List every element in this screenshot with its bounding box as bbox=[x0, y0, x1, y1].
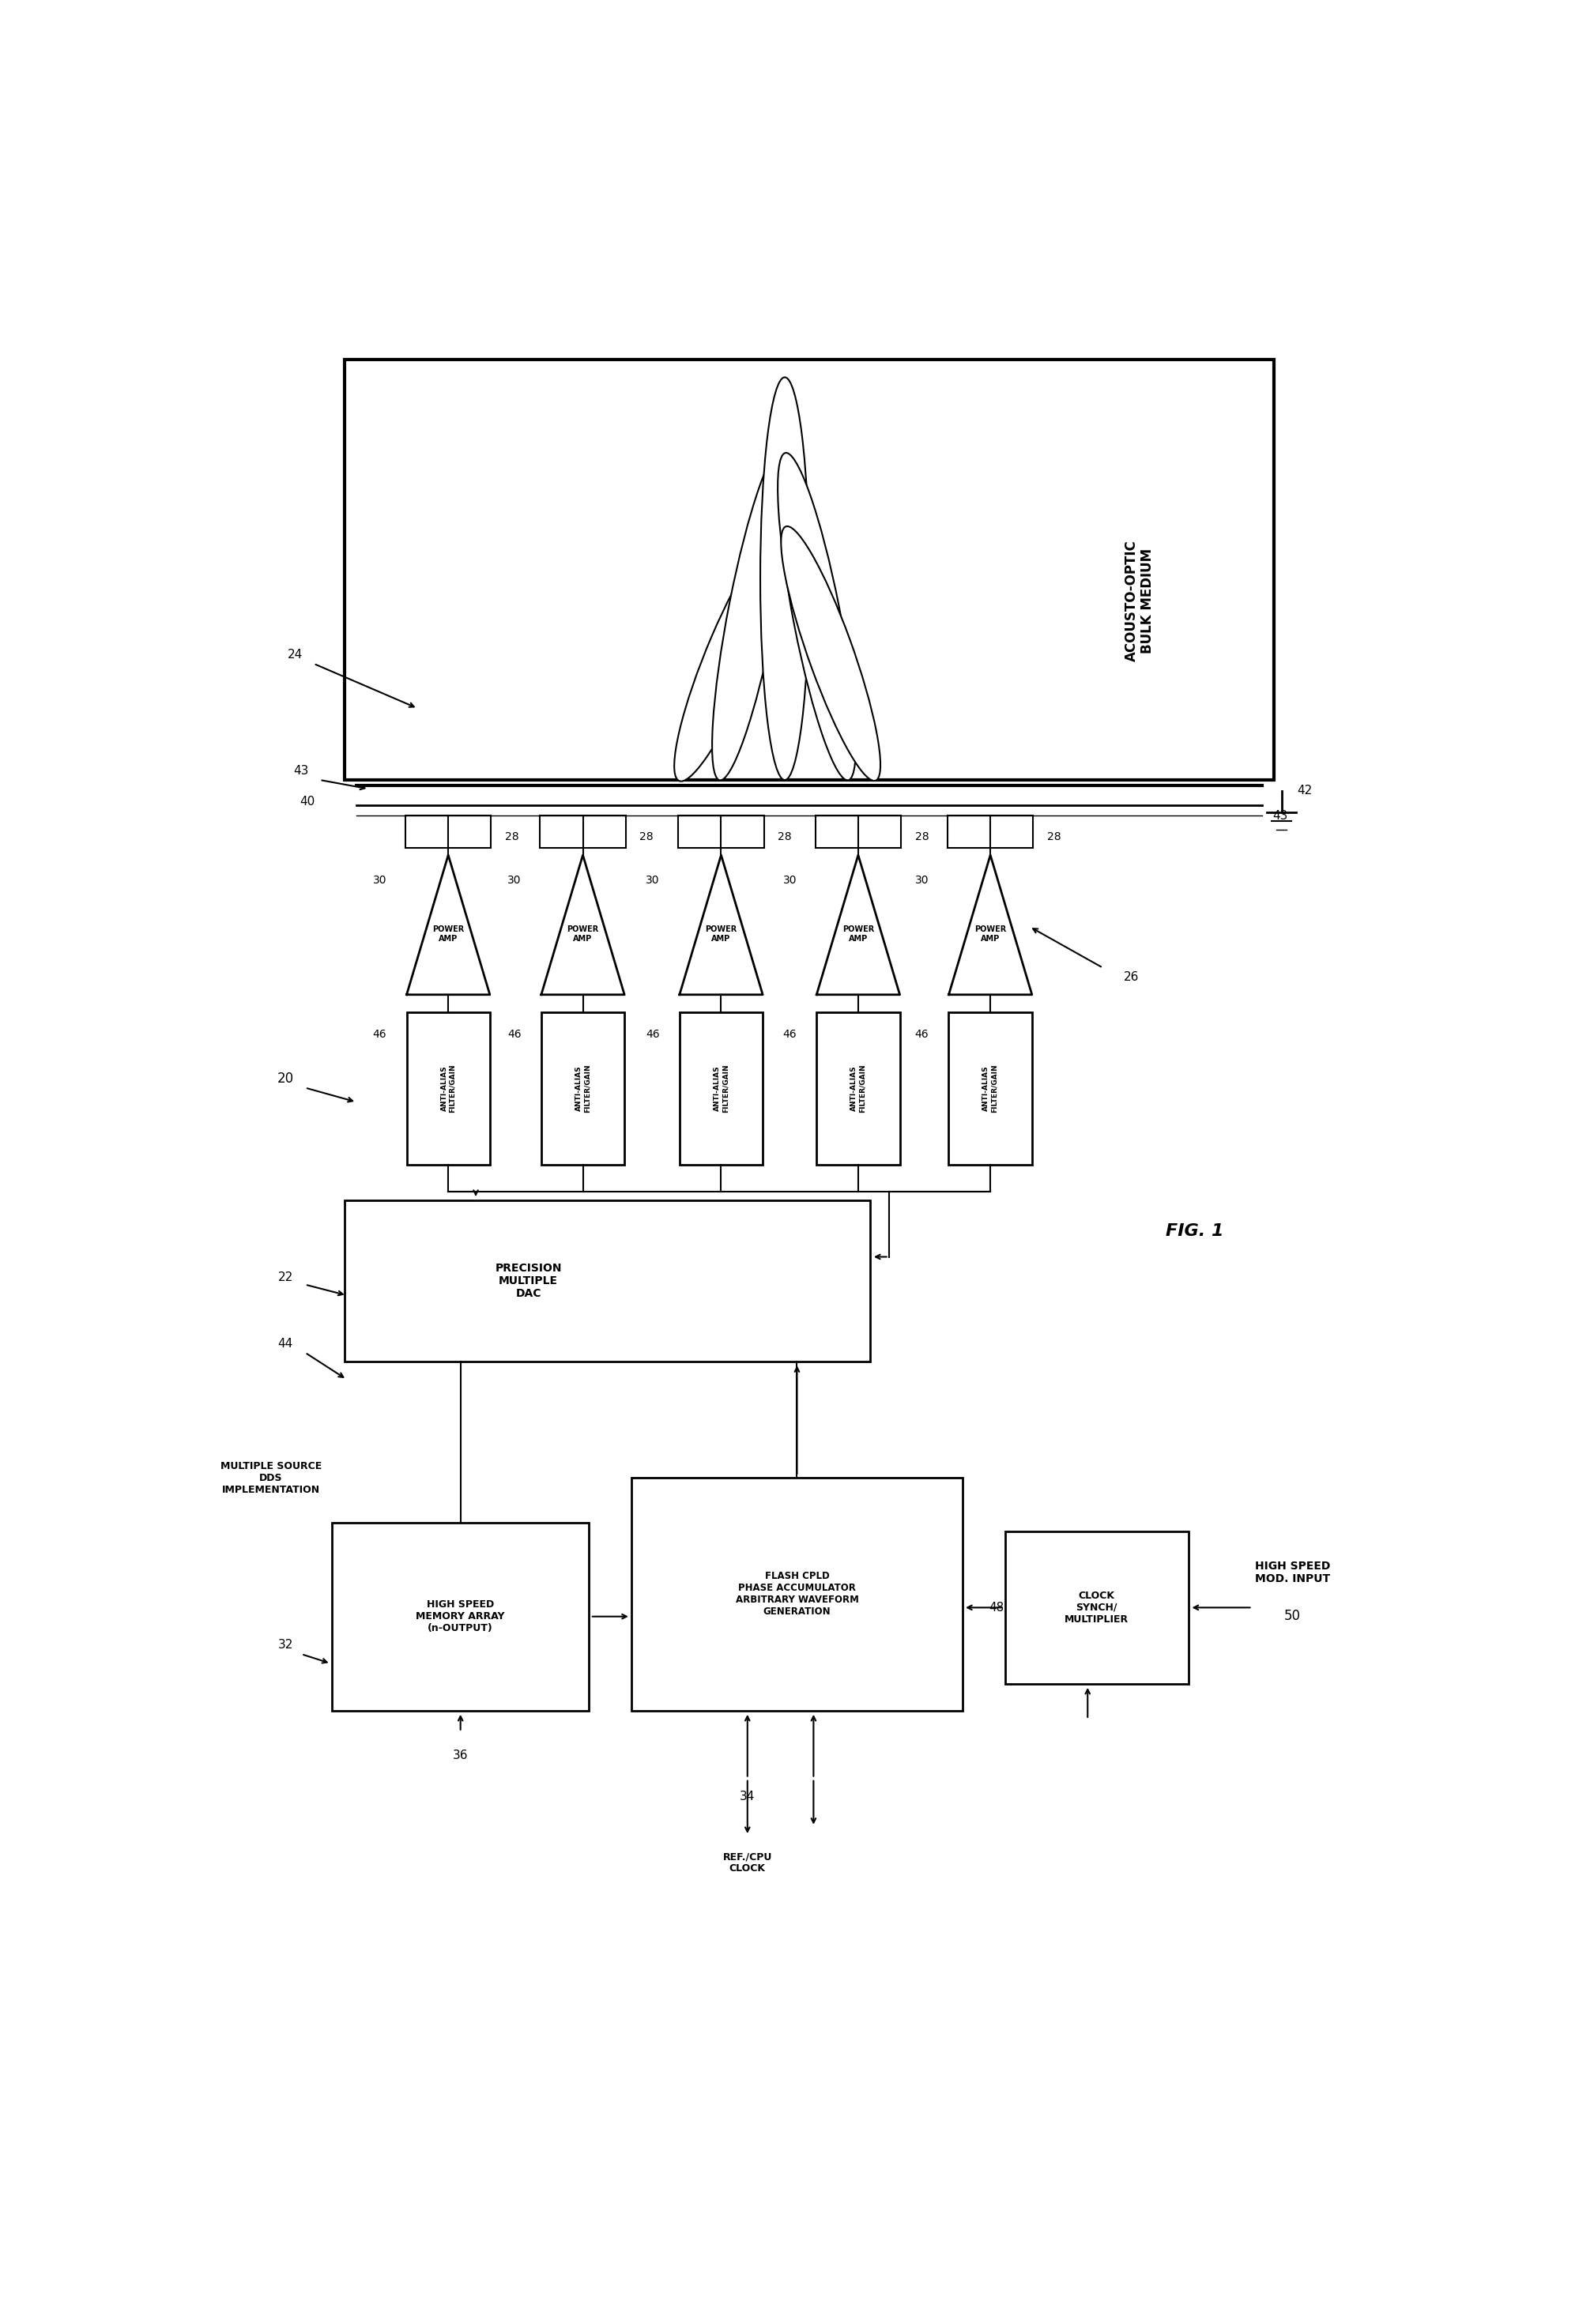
Text: 22: 22 bbox=[278, 1271, 294, 1283]
FancyBboxPatch shape bbox=[949, 1013, 1033, 1164]
Text: 28: 28 bbox=[914, 832, 928, 844]
Polygon shape bbox=[949, 855, 1033, 995]
FancyBboxPatch shape bbox=[407, 1013, 489, 1164]
Ellipse shape bbox=[778, 453, 856, 781]
FancyBboxPatch shape bbox=[542, 1013, 624, 1164]
Text: REF./CPU
CLOCK: REF./CPU CLOCK bbox=[723, 1852, 772, 1873]
Text: ACOUSTO-OPTIC
BULK MEDIUM: ACOUSTO-OPTIC BULK MEDIUM bbox=[1124, 539, 1154, 662]
Text: 30: 30 bbox=[373, 874, 387, 885]
Text: 46: 46 bbox=[646, 1030, 660, 1039]
Text: POWER
AMP: POWER AMP bbox=[567, 925, 598, 941]
Text: 24: 24 bbox=[287, 648, 303, 660]
Text: POWER
AMP: POWER AMP bbox=[706, 925, 737, 941]
Text: 46: 46 bbox=[507, 1030, 521, 1039]
FancyBboxPatch shape bbox=[816, 1013, 900, 1164]
Text: HIGH SPEED
MOD. INPUT: HIGH SPEED MOD. INPUT bbox=[1255, 1562, 1330, 1585]
Text: 30: 30 bbox=[914, 874, 928, 885]
Text: HIGH SPEED
MEMORY ARRAY
(n-OUTPUT): HIGH SPEED MEMORY ARRAY (n-OUTPUT) bbox=[415, 1599, 505, 1634]
Text: 46: 46 bbox=[373, 1030, 387, 1039]
Text: FLASH CPLD
PHASE ACCUMULATOR
ARBITRARY WAVEFORM
GENERATION: FLASH CPLD PHASE ACCUMULATOR ARBITRARY W… bbox=[736, 1571, 859, 1618]
FancyBboxPatch shape bbox=[815, 816, 902, 848]
Text: 30: 30 bbox=[646, 874, 660, 885]
Polygon shape bbox=[679, 855, 763, 995]
FancyBboxPatch shape bbox=[1006, 1532, 1189, 1683]
Polygon shape bbox=[407, 855, 489, 995]
FancyBboxPatch shape bbox=[540, 816, 625, 848]
Text: 46: 46 bbox=[783, 1030, 797, 1039]
Text: 30: 30 bbox=[783, 874, 796, 885]
Polygon shape bbox=[816, 855, 900, 995]
Ellipse shape bbox=[761, 376, 808, 781]
Text: ANTI-ALIAS
FILTER/GAIN: ANTI-ALIAS FILTER/GAIN bbox=[714, 1064, 729, 1113]
Text: ANTI-ALIAS
FILTER/GAIN: ANTI-ALIAS FILTER/GAIN bbox=[851, 1064, 865, 1113]
FancyBboxPatch shape bbox=[679, 1013, 763, 1164]
Text: 42: 42 bbox=[1298, 786, 1312, 797]
Text: 28: 28 bbox=[505, 832, 519, 844]
Text: ANTI-ALIAS
FILTER/GAIN: ANTI-ALIAS FILTER/GAIN bbox=[982, 1064, 998, 1113]
Text: POWER
AMP: POWER AMP bbox=[433, 925, 464, 941]
Text: CLOCK
SYNCH/
MULTIPLIER: CLOCK SYNCH/ MULTIPLIER bbox=[1064, 1590, 1129, 1624]
Text: 28: 28 bbox=[1047, 832, 1061, 844]
FancyBboxPatch shape bbox=[344, 360, 1274, 781]
Text: 32: 32 bbox=[278, 1638, 294, 1650]
Text: 20: 20 bbox=[278, 1071, 294, 1085]
FancyBboxPatch shape bbox=[947, 816, 1033, 848]
Text: POWER
AMP: POWER AMP bbox=[842, 925, 875, 941]
Text: 34: 34 bbox=[741, 1789, 755, 1803]
Ellipse shape bbox=[782, 525, 881, 781]
FancyBboxPatch shape bbox=[344, 1202, 870, 1362]
Text: ANTI-ALIAS
FILTER/GAIN: ANTI-ALIAS FILTER/GAIN bbox=[575, 1064, 591, 1113]
FancyBboxPatch shape bbox=[679, 816, 764, 848]
Text: 26: 26 bbox=[1123, 971, 1138, 983]
Text: 50: 50 bbox=[1284, 1608, 1301, 1622]
Text: 30: 30 bbox=[507, 874, 521, 885]
Text: 40: 40 bbox=[300, 795, 316, 806]
Text: 43: 43 bbox=[1273, 809, 1288, 823]
Text: 36: 36 bbox=[453, 1750, 469, 1762]
Text: 46: 46 bbox=[914, 1030, 928, 1039]
Text: 28: 28 bbox=[639, 832, 654, 844]
FancyBboxPatch shape bbox=[406, 816, 491, 848]
Text: 48: 48 bbox=[988, 1601, 1004, 1613]
Text: FIG. 1: FIG. 1 bbox=[1165, 1222, 1224, 1239]
Ellipse shape bbox=[674, 528, 788, 781]
Ellipse shape bbox=[712, 444, 791, 781]
Text: POWER
AMP: POWER AMP bbox=[974, 925, 1006, 941]
Text: PRECISION
MULTIPLE
DAC: PRECISION MULTIPLE DAC bbox=[494, 1262, 562, 1299]
FancyBboxPatch shape bbox=[632, 1478, 962, 1710]
Polygon shape bbox=[542, 855, 624, 995]
Text: 44: 44 bbox=[278, 1339, 294, 1350]
Text: 43: 43 bbox=[294, 765, 309, 776]
Text: 28: 28 bbox=[778, 832, 791, 844]
FancyBboxPatch shape bbox=[332, 1522, 589, 1710]
Text: MULTIPLE SOURCE
DDS
IMPLEMENTATION: MULTIPLE SOURCE DDS IMPLEMENTATION bbox=[219, 1462, 322, 1494]
Text: ANTI-ALIAS
FILTER/GAIN: ANTI-ALIAS FILTER/GAIN bbox=[441, 1064, 456, 1113]
